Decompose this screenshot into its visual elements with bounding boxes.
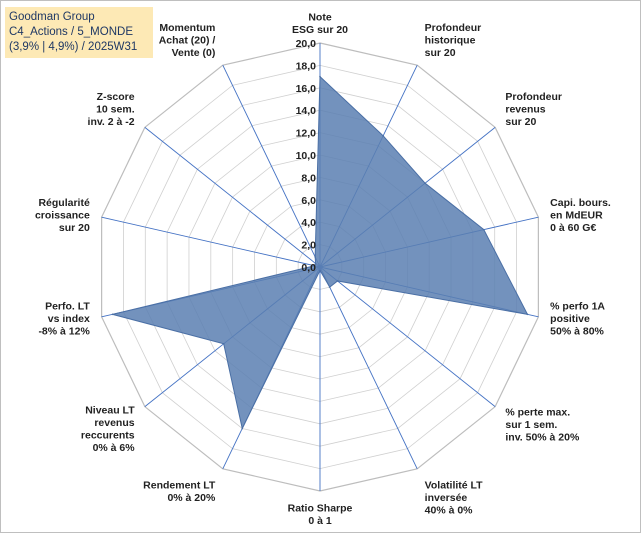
axis-label-line: revenus xyxy=(94,417,134,429)
series-point xyxy=(313,264,316,267)
axis-label-line: Rendement LT xyxy=(143,480,216,492)
axis-label-line: Profondeur xyxy=(425,22,482,34)
axis-label-line: Niveau LT xyxy=(85,405,135,417)
axis-label-line: historique xyxy=(425,34,476,46)
axis-label-line: -8% à 12% xyxy=(38,325,90,337)
axis-spoke xyxy=(319,266,496,408)
axis-label-line: Note xyxy=(308,12,331,24)
axis-label-line: inv. 2 à -2 xyxy=(88,116,135,128)
axis-label-line: vs index xyxy=(48,313,90,325)
title-line-company: Goodman Group xyxy=(9,11,95,23)
tick-label: 14,0 xyxy=(296,105,317,117)
axis-label-line: Ratio Sharpe xyxy=(288,503,353,515)
axis-label-line: Vente (0) xyxy=(172,47,216,59)
axis-spoke xyxy=(319,266,418,470)
axis-label-line: sur 1 sem. xyxy=(505,419,557,431)
axis-label-line: en MdEUR xyxy=(550,210,603,222)
axis-label-line: Régularité xyxy=(38,197,90,209)
series-point xyxy=(319,75,321,78)
axis-label-line: Volatilité LT xyxy=(425,480,484,492)
axis-spoke xyxy=(144,126,321,268)
tick-label: 18,0 xyxy=(296,60,317,72)
axis-label: Rendement LT0% à 20% xyxy=(143,480,216,505)
tick-label: 8,0 xyxy=(301,172,316,184)
series-point xyxy=(424,182,426,185)
axis-label-line: sur 20 xyxy=(425,47,456,59)
series-point xyxy=(314,256,316,258)
chart-title-box: Goodman Group C4_Actions / 5_MONDE (3,9%… xyxy=(5,7,153,58)
tick-label: 10,0 xyxy=(296,150,317,162)
series-point xyxy=(382,135,384,137)
axis-label-line: 0 à 60 G€ xyxy=(550,222,596,234)
axis-label-line: revenus xyxy=(505,103,545,115)
axis-label-line: inv. 50% à 20% xyxy=(505,432,580,444)
series-point xyxy=(526,313,529,316)
tick-label: 2,0 xyxy=(301,240,316,252)
tick-layer: 0,0 2,0 4,0 6,0 8,0 10,0 12,0 14,0 16,0 18,0 20,0 xyxy=(296,38,317,274)
tick-label: 16,0 xyxy=(296,83,317,95)
series-point xyxy=(222,343,225,345)
axis-label: % perte max.sur 1 sem.inv. 50% à 20% xyxy=(505,407,580,444)
series-point xyxy=(482,228,485,231)
axis-label-line: % perfo 1A xyxy=(550,300,605,312)
axis-label-line: sur 20 xyxy=(505,116,536,128)
series-point xyxy=(111,313,114,316)
tick-label: 4,0 xyxy=(301,217,316,229)
tick-label: 20,0 xyxy=(296,38,317,50)
axis-label-line: 0% à 6% xyxy=(93,442,136,454)
axis-label-line: croissance xyxy=(35,210,90,222)
axis-label-line: 50% à 80% xyxy=(550,325,604,337)
axis-label-line: sur 20 xyxy=(59,222,90,234)
series-point xyxy=(241,427,244,430)
axis-label-line: Capi. bours. xyxy=(550,197,611,209)
axis-label-line: Momentum xyxy=(159,22,215,34)
axis-spoke xyxy=(222,64,321,268)
tick-label: 6,0 xyxy=(301,195,316,207)
axis-label-line: inversée xyxy=(425,492,468,504)
axis-label-line: 0% à 20% xyxy=(167,492,216,504)
axis-label-line: Perfo. LT xyxy=(45,300,90,312)
series-point xyxy=(314,262,317,265)
axis-label-line: ESG sur 20 xyxy=(292,24,348,36)
series-layer xyxy=(111,75,529,430)
axis-label-line: 10 sem. xyxy=(96,103,135,115)
tick-label: 0,0 xyxy=(301,262,316,274)
axis-label-line: % perte max. xyxy=(505,407,570,419)
axis-label-line: Achat (20) / xyxy=(159,34,216,46)
axis-label-line: reccurents xyxy=(81,430,135,442)
axis-label-line: positive xyxy=(550,313,590,325)
axis-spoke xyxy=(101,216,321,268)
title-line-category: C4_Actions / 5_MONDE xyxy=(9,26,133,38)
tick-label: 12,0 xyxy=(296,128,317,140)
axis-label-line: 40% à 0% xyxy=(425,505,474,517)
series-point xyxy=(328,286,331,288)
series-point xyxy=(319,269,321,272)
series-point xyxy=(336,280,339,282)
axis-label-line: Z-score xyxy=(97,91,135,103)
axis-label-line: 0 à 1 xyxy=(308,515,332,527)
title-line-period: (3,9% | 4,9%) / 2025W31 xyxy=(9,41,138,53)
axis-label-line: Profondeur xyxy=(505,91,562,103)
